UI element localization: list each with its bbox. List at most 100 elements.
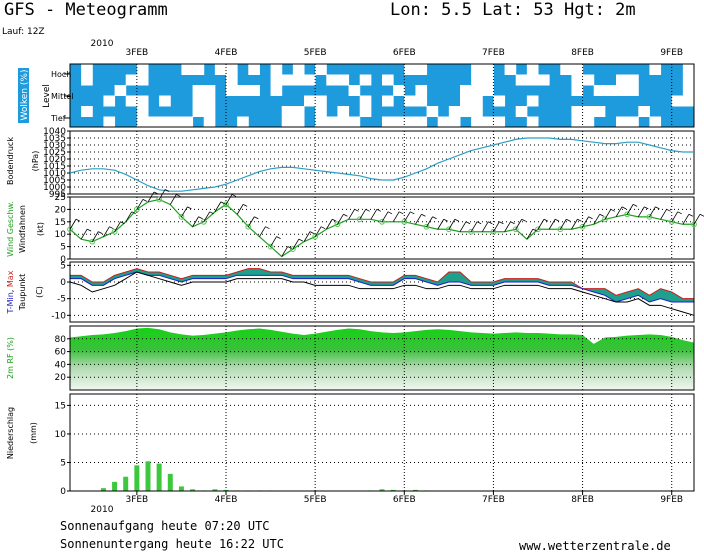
cloud-gap bbox=[315, 64, 327, 75]
cloud-gap bbox=[426, 106, 439, 117]
wind-barb bbox=[348, 209, 355, 220]
cloud-gap bbox=[326, 74, 338, 86]
cloud-gap bbox=[571, 116, 584, 128]
cloud-gap bbox=[125, 74, 138, 86]
wind-barb bbox=[114, 221, 121, 232]
cloud-gap bbox=[404, 64, 416, 75]
wind-barb-flag bbox=[153, 191, 159, 195]
cloud-gap bbox=[148, 116, 160, 128]
wind-barb-flag bbox=[577, 218, 582, 222]
cloud-gap bbox=[582, 74, 595, 86]
cloud-gap bbox=[359, 74, 372, 86]
precip-bar bbox=[379, 489, 385, 491]
wind-barb-flag bbox=[432, 216, 437, 220]
cloud-gap bbox=[203, 95, 216, 107]
wind-barbs-ylabel: Windfahnen bbox=[18, 205, 27, 253]
cloud-gap bbox=[671, 95, 684, 107]
pressure-tick-label: 1025 bbox=[43, 148, 66, 158]
wind-barb bbox=[259, 226, 266, 237]
wind-barb-flag bbox=[510, 221, 515, 225]
clouds-level-label: Level bbox=[42, 84, 52, 108]
wind-barb-flag bbox=[231, 194, 237, 197]
cloud-gap bbox=[203, 85, 216, 96]
wind-barb-flag bbox=[365, 208, 370, 212]
wind-barb-flag bbox=[610, 208, 616, 212]
wind-barb bbox=[470, 221, 478, 232]
precip-tick-label: 5 bbox=[60, 458, 66, 468]
temp-unit: (C) bbox=[35, 286, 44, 298]
wind-tick-label: 5 bbox=[60, 243, 66, 253]
precip-tick-label: 0 bbox=[60, 487, 66, 497]
clouds-label-bg bbox=[18, 68, 29, 123]
wind-barb bbox=[192, 216, 199, 227]
temp-tick-label: -10 bbox=[51, 311, 66, 321]
cloud-level-mittel: Mittel bbox=[51, 92, 74, 101]
pressure-tick-label: 1040 bbox=[43, 127, 66, 137]
wind-barb-flag bbox=[476, 221, 482, 225]
wind-barb-flag bbox=[688, 213, 694, 217]
wind-barb bbox=[481, 221, 489, 232]
precip-bar bbox=[412, 489, 418, 491]
wind-speed-point bbox=[401, 218, 408, 225]
wind-barb-flag bbox=[332, 218, 337, 222]
wind-barb bbox=[181, 206, 188, 218]
pressure-tick-label: 1035 bbox=[43, 134, 66, 144]
wind-barb bbox=[559, 219, 567, 230]
cloud-gap bbox=[482, 74, 494, 86]
cloud-gap bbox=[515, 74, 528, 86]
rh-ylabel: 2m RF (%) bbox=[6, 337, 15, 379]
precip-bar bbox=[134, 465, 140, 491]
wind-barb bbox=[392, 211, 400, 223]
rh-area bbox=[70, 327, 694, 390]
cloud-gap bbox=[237, 116, 249, 128]
wind-barb bbox=[548, 219, 556, 230]
cloud-gap bbox=[136, 74, 149, 86]
wind-tick-label: 15 bbox=[55, 218, 66, 228]
cloud-gap bbox=[192, 95, 205, 107]
wind-barb bbox=[582, 216, 589, 227]
cloud-level-hoch: Hoch bbox=[51, 70, 71, 79]
wind-barb-flag bbox=[75, 218, 81, 222]
cloud-gap bbox=[582, 116, 595, 128]
wind-barb bbox=[80, 228, 88, 240]
wind-barb-flag bbox=[209, 211, 214, 215]
cloud-gap bbox=[415, 85, 428, 96]
cloud-gap bbox=[181, 64, 194, 75]
cloud-gap bbox=[248, 85, 260, 96]
wind-barb-flag bbox=[566, 218, 571, 222]
cloud-gap bbox=[471, 64, 483, 75]
pressure-tick-label: 1020 bbox=[43, 155, 66, 165]
wind-barb-flag bbox=[320, 226, 326, 230]
wind-barb bbox=[270, 236, 277, 247]
cloud-gap bbox=[627, 85, 639, 96]
wind-barb bbox=[615, 206, 623, 218]
precip-bar bbox=[223, 489, 229, 491]
cloud-gap bbox=[627, 74, 639, 86]
cloud-gap bbox=[682, 64, 695, 75]
x-year-label-bottom: 2010 bbox=[91, 505, 114, 515]
site-link[interactable]: www.wetterzentrale.de bbox=[519, 539, 671, 553]
wind-speed-point bbox=[601, 216, 608, 223]
cloud-gap bbox=[682, 85, 695, 96]
precip-bar bbox=[178, 486, 184, 491]
wind-speed-point bbox=[289, 246, 296, 252]
cloud-gap bbox=[526, 116, 539, 128]
cloud-gap bbox=[281, 116, 294, 128]
cloud-gap bbox=[560, 64, 572, 75]
wind-barb bbox=[225, 194, 233, 205]
cloud-gap bbox=[415, 116, 428, 128]
wind-barb bbox=[437, 219, 445, 230]
cloud-gap bbox=[593, 106, 606, 117]
wind-speed-point bbox=[557, 226, 564, 233]
precip-bar bbox=[156, 463, 162, 491]
wind-speed-point bbox=[579, 223, 586, 230]
pressure-ylabel: Bodendruck bbox=[6, 137, 15, 185]
cloud-gap bbox=[471, 74, 483, 86]
wind-speed-point bbox=[646, 213, 653, 220]
wind-speed-point bbox=[133, 206, 140, 213]
cloud-gap bbox=[81, 106, 93, 117]
wind-speed-point bbox=[445, 226, 452, 233]
cloud-gap bbox=[604, 85, 617, 96]
wind-tick-label: 25 bbox=[55, 193, 66, 203]
wind-speed-point bbox=[200, 218, 207, 225]
